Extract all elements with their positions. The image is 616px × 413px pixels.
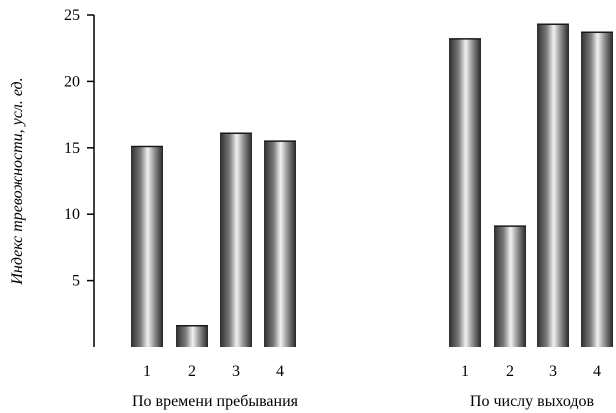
x-tick-label: 1 [143, 363, 151, 380]
x-tick-label: 2 [188, 363, 196, 380]
x-tick-label: 1 [461, 363, 469, 380]
bar-group1-2 [176, 325, 208, 347]
bars [131, 23, 613, 348]
group-label-time: По времени пребывания [132, 393, 299, 410]
x-tick-label: 3 [232, 363, 240, 380]
x-tick-labels: 1 2 3 4 1 2 3 4 [143, 363, 601, 380]
bar-group1-1 [131, 146, 163, 347]
x-tick-label: 4 [593, 363, 601, 380]
y-axis-label: Индекс тревожности, усл. ед. [9, 77, 26, 285]
x-tick-label: 4 [276, 363, 284, 380]
x-tick-label: 3 [549, 363, 557, 380]
bar-group2-4 [581, 32, 613, 347]
bar-group2-2 [494, 226, 526, 347]
group-label-exits: По числу выходов [470, 393, 595, 410]
y-tick-label: 5 [72, 273, 80, 290]
y-tick-label: 15 [64, 140, 80, 157]
bar-group2-1 [449, 38, 481, 348]
y-tick-label: 20 [64, 73, 80, 90]
y-ticks: 5 10 15 20 25 [64, 7, 94, 290]
y-tick-label: 10 [64, 206, 80, 223]
x-tick-label: 2 [506, 363, 514, 380]
y-tick-label: 25 [64, 7, 80, 24]
bar-group1-4 [264, 141, 296, 347]
bar-group1-3 [220, 133, 252, 347]
bar-group2-3 [537, 24, 569, 348]
